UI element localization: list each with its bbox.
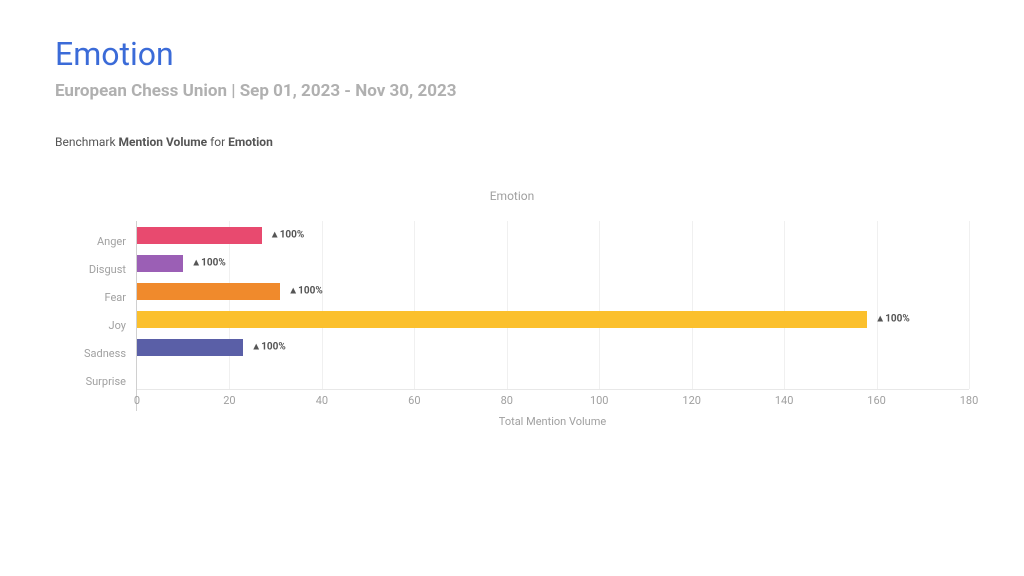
x-tick: 0 <box>134 394 140 407</box>
y-axis-labels: AngerDisgustFearJoySadnessSurprise <box>80 221 136 411</box>
emotion-bar-chart: AngerDisgustFearJoySadnessSurprise ▲100%… <box>55 221 969 411</box>
bar-row: ▲100% <box>137 249 969 277</box>
x-tick: 120 <box>682 394 701 407</box>
x-tick: 100 <box>590 394 609 407</box>
benchmark-bold1: Mention Volume <box>119 135 208 149</box>
grid-line <box>969 221 970 389</box>
x-tick: 40 <box>316 394 328 407</box>
bar: ▲100% <box>137 311 867 328</box>
x-tick: 80 <box>501 394 513 407</box>
bar-row: ▲100% <box>137 221 969 249</box>
y-axis-label: Anger <box>80 227 136 255</box>
bar-row: ▲100% <box>137 305 969 333</box>
bar-row <box>137 361 969 389</box>
y-axis-label: Disgust <box>80 255 136 283</box>
bar-delta-label: ▲100% <box>875 314 910 325</box>
x-tick: 20 <box>223 394 235 407</box>
y-axis-label: Joy <box>80 311 136 339</box>
x-axis-title: Total Mention Volume <box>136 415 969 428</box>
x-tick: 140 <box>775 394 794 407</box>
chart-title: Emotion <box>55 189 969 203</box>
y-axis-label: Surprise <box>80 367 136 395</box>
bar-delta-label: ▲100% <box>251 342 286 353</box>
bar: ▲100% <box>137 227 262 244</box>
x-tick: 60 <box>408 394 420 407</box>
bar: ▲100% <box>137 283 280 300</box>
page-subtitle: European Chess Union | Sep 01, 2023 - No… <box>55 81 969 101</box>
x-tick: 180 <box>960 394 979 407</box>
y-axis-label: Fear <box>80 283 136 311</box>
benchmark-text: Benchmark Mention Volume for Emotion <box>55 135 969 149</box>
bar-delta-label: ▲100% <box>270 230 305 241</box>
y-axis-label: Sadness <box>80 339 136 367</box>
page-title: Emotion <box>55 35 969 73</box>
bar-delta-label: ▲100% <box>191 258 226 269</box>
benchmark-prefix: Benchmark <box>55 135 119 149</box>
x-tick: 160 <box>867 394 886 407</box>
plot-area: ▲100% ▲100% ▲100% ▲100% ▲100% 0 20 40 60 80 100 120… <box>136 221 969 411</box>
x-axis: 020406080100120140160180 <box>137 389 969 411</box>
bar-row: ▲100% <box>137 277 969 305</box>
bar: ▲100% <box>137 339 243 356</box>
benchmark-mid: for <box>207 135 228 149</box>
benchmark-bold2: Emotion <box>228 135 273 149</box>
bar-delta-label: ▲100% <box>288 286 323 297</box>
bar-row: ▲100% <box>137 333 969 361</box>
bar: ▲100% <box>137 255 183 272</box>
